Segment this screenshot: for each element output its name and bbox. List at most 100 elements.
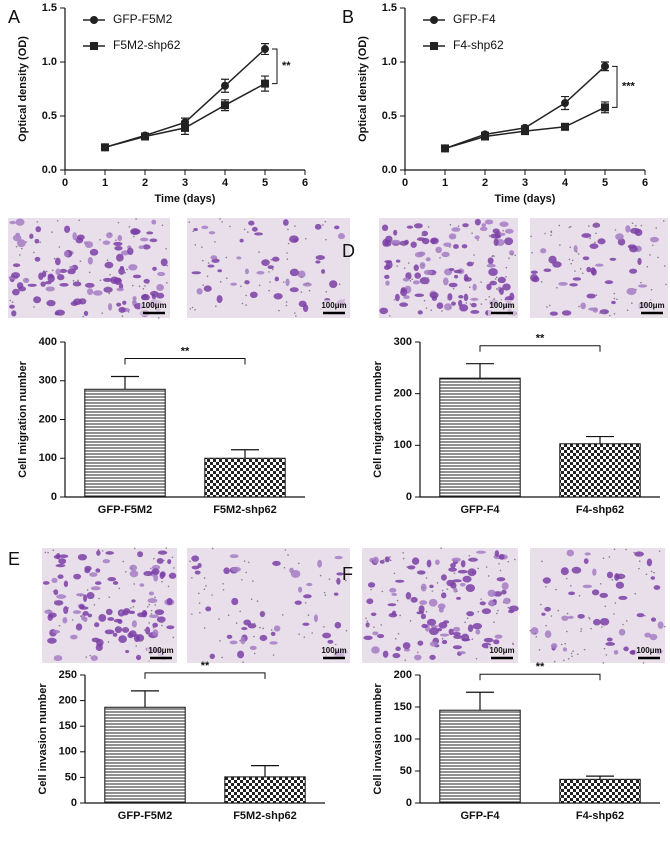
cell	[146, 231, 154, 235]
pore	[229, 225, 231, 228]
pore	[578, 594, 581, 597]
pore	[269, 281, 271, 283]
x-tick-label: GFP-F5M2	[118, 810, 172, 822]
cell	[121, 610, 129, 616]
pore	[194, 308, 196, 311]
pore	[393, 299, 396, 301]
pore	[298, 633, 301, 635]
y-axis-label: Optical density (OD)	[17, 36, 29, 142]
pore	[118, 626, 120, 629]
pore	[613, 297, 616, 300]
pore	[322, 224, 324, 226]
pore	[140, 640, 143, 642]
pore	[440, 547, 442, 549]
pore	[125, 628, 128, 630]
cell	[113, 618, 123, 623]
y-tick-label: 0	[51, 491, 57, 503]
pore	[122, 560, 125, 563]
cell	[289, 567, 294, 573]
pore	[649, 254, 651, 256]
cell	[626, 287, 637, 296]
bracket	[272, 48, 278, 85]
cell	[588, 307, 598, 311]
cell	[168, 572, 177, 579]
pore	[250, 598, 253, 600]
pore	[633, 551, 635, 554]
pore	[281, 614, 284, 616]
pore	[427, 226, 430, 228]
cell	[440, 574, 447, 581]
cell	[128, 610, 136, 615]
cell	[459, 651, 466, 655]
cell	[372, 631, 379, 636]
cell	[56, 274, 65, 281]
cell	[625, 225, 631, 233]
cell	[577, 613, 585, 619]
cell	[54, 257, 61, 266]
cell	[9, 304, 15, 309]
pore	[663, 625, 666, 628]
x-tick-label: 0	[62, 177, 68, 189]
pore	[449, 224, 452, 226]
pore	[505, 275, 507, 278]
pore	[58, 246, 61, 248]
pore	[433, 621, 436, 624]
pore	[106, 259, 109, 262]
cell	[399, 302, 409, 307]
cell	[571, 566, 582, 574]
cell	[458, 294, 464, 299]
cell	[273, 625, 281, 632]
pore	[535, 636, 538, 638]
pore	[268, 271, 270, 273]
bracket	[124, 357, 246, 365]
pore	[430, 309, 433, 312]
pore	[135, 645, 137, 647]
marker	[221, 101, 229, 110]
error-bar	[251, 765, 279, 777]
cell	[459, 582, 466, 587]
cell	[107, 617, 115, 621]
cell	[407, 565, 416, 570]
cell	[77, 553, 87, 561]
pore	[592, 224, 594, 227]
pore	[558, 224, 561, 227]
y-axis-label: Optical density (OD)	[357, 36, 369, 142]
cell	[273, 293, 283, 300]
cell	[437, 603, 446, 610]
pore	[245, 304, 247, 306]
cell	[12, 288, 20, 296]
pore	[396, 599, 399, 602]
cell	[237, 650, 245, 659]
pore	[324, 594, 327, 596]
panel-letter: F	[342, 564, 353, 584]
cell	[303, 594, 312, 599]
y-tick-label: 150	[394, 701, 412, 713]
pore	[602, 662, 605, 664]
pore	[595, 232, 597, 235]
pore	[33, 306, 35, 308]
y-tick-label: 0.5	[42, 110, 57, 122]
pore	[221, 221, 223, 223]
pore	[581, 272, 584, 275]
pore	[300, 276, 303, 278]
x-tick-label: 4	[562, 177, 569, 189]
cell	[152, 629, 159, 637]
cell	[94, 622, 100, 628]
cell	[53, 589, 59, 596]
cell	[110, 276, 119, 284]
cell	[418, 251, 426, 256]
cell	[333, 592, 339, 596]
pore	[138, 285, 141, 288]
pore	[557, 609, 560, 612]
pore	[25, 241, 27, 243]
pore	[416, 651, 419, 654]
pore	[328, 578, 331, 580]
cell	[530, 270, 538, 274]
x-tick-label: 3	[522, 177, 528, 189]
pore	[651, 244, 654, 247]
pore	[441, 637, 444, 640]
pore	[107, 641, 110, 643]
cell	[460, 560, 466, 568]
cell	[489, 280, 498, 286]
cell	[137, 551, 144, 558]
